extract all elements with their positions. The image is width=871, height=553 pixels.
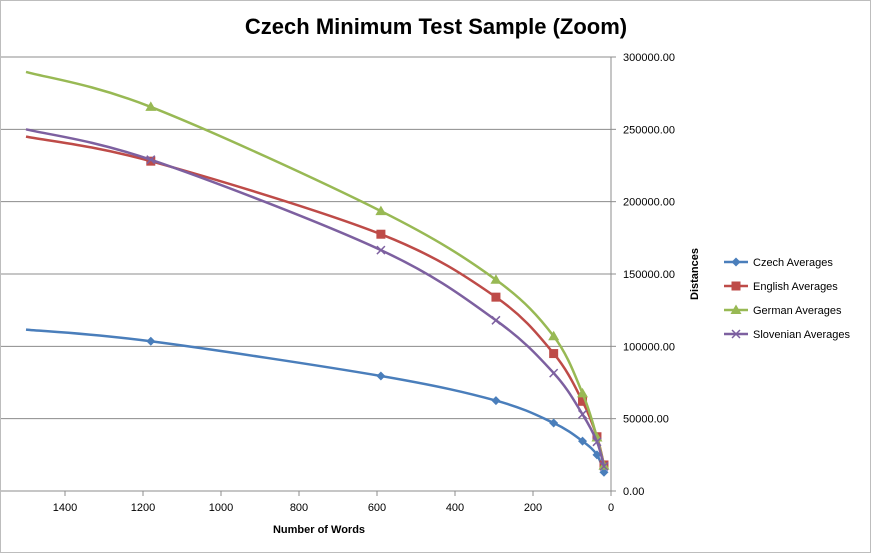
legend-item: German Averages xyxy=(724,304,842,317)
data-point xyxy=(375,205,387,216)
data-point xyxy=(376,245,386,255)
legend: Czech Averages English Averages German Ave… xyxy=(724,257,851,341)
y-tick-label: 200000.00 xyxy=(623,197,675,209)
x-tick-label: 800 xyxy=(290,502,308,514)
legend-item: Slovenian Averages xyxy=(724,329,851,341)
data-point xyxy=(146,336,156,346)
x-tick-label: 0 xyxy=(608,502,614,514)
legend-label: Czech Averages xyxy=(753,257,833,269)
data-point xyxy=(146,155,156,165)
data-point xyxy=(491,292,501,302)
y-tick-label: 300000.00 xyxy=(623,52,675,64)
legend-item: Czech Averages xyxy=(724,257,833,269)
x-tick-label: 600 xyxy=(368,502,386,514)
gridlines xyxy=(1,56,611,420)
data-point xyxy=(549,418,559,428)
data-point xyxy=(376,371,386,381)
y-tick-label: 0.00 xyxy=(623,486,644,498)
data-point xyxy=(578,396,588,406)
legend-label: Slovenian Averages xyxy=(753,329,851,341)
series-line xyxy=(25,135,606,466)
x-tick-label: 400 xyxy=(446,502,464,514)
data-point xyxy=(592,437,602,447)
x-tick-label: 1400 xyxy=(53,502,77,514)
data-point xyxy=(599,461,609,471)
legend-marker xyxy=(731,257,741,267)
legend-marker xyxy=(731,281,741,291)
x-axis-title: Number of Words xyxy=(273,524,365,536)
x-tick-label: 1200 xyxy=(131,502,155,514)
legend-marker-stroke xyxy=(731,329,741,339)
data-point xyxy=(578,436,588,446)
data-point xyxy=(145,101,157,111)
data-point xyxy=(549,349,559,359)
data-point-stroke xyxy=(491,315,501,325)
data-point xyxy=(599,467,609,477)
series-line xyxy=(25,328,606,473)
data-point-stroke xyxy=(376,245,386,255)
legend-label: German Averages xyxy=(753,305,842,317)
data-point xyxy=(491,315,501,325)
x-tick-label: 1000 xyxy=(209,502,233,514)
y-tick-label: 100000.00 xyxy=(623,341,675,353)
series-czech-averages xyxy=(25,328,609,477)
legend-marker xyxy=(731,329,741,339)
data-point-stroke xyxy=(577,409,588,419)
legend-marker xyxy=(730,304,742,314)
legend-item: English Averages xyxy=(724,281,838,293)
series-slovenian-averages xyxy=(25,128,609,471)
x-tick-label: 200 xyxy=(524,502,542,514)
legend-label: English Averages xyxy=(753,281,838,293)
data-point xyxy=(549,368,559,378)
data-point xyxy=(577,387,589,398)
data-point-stroke xyxy=(146,155,156,165)
data-point xyxy=(490,274,502,284)
y-tick-label: 150000.00 xyxy=(623,269,675,281)
series-english-averages xyxy=(25,135,609,470)
axes: 0.00 50000.00 100000.00 150000.00 200000.00 2… xyxy=(1,52,675,514)
y-tick-label: 250000.00 xyxy=(623,124,675,136)
data-point-stroke xyxy=(599,461,609,471)
data-point xyxy=(146,156,156,166)
data-point-stroke xyxy=(549,368,559,378)
y-axis-title: Distances xyxy=(689,248,701,300)
data-point-stroke xyxy=(592,437,602,447)
data-point xyxy=(491,396,501,406)
chart-title: Czech Minimum Test Sample (Zoom) xyxy=(245,14,627,39)
data-point xyxy=(548,330,560,341)
data-point xyxy=(376,229,386,239)
y-tick-label: 50000.00 xyxy=(623,414,669,426)
data-point xyxy=(577,409,588,419)
series-layer xyxy=(25,70,610,477)
